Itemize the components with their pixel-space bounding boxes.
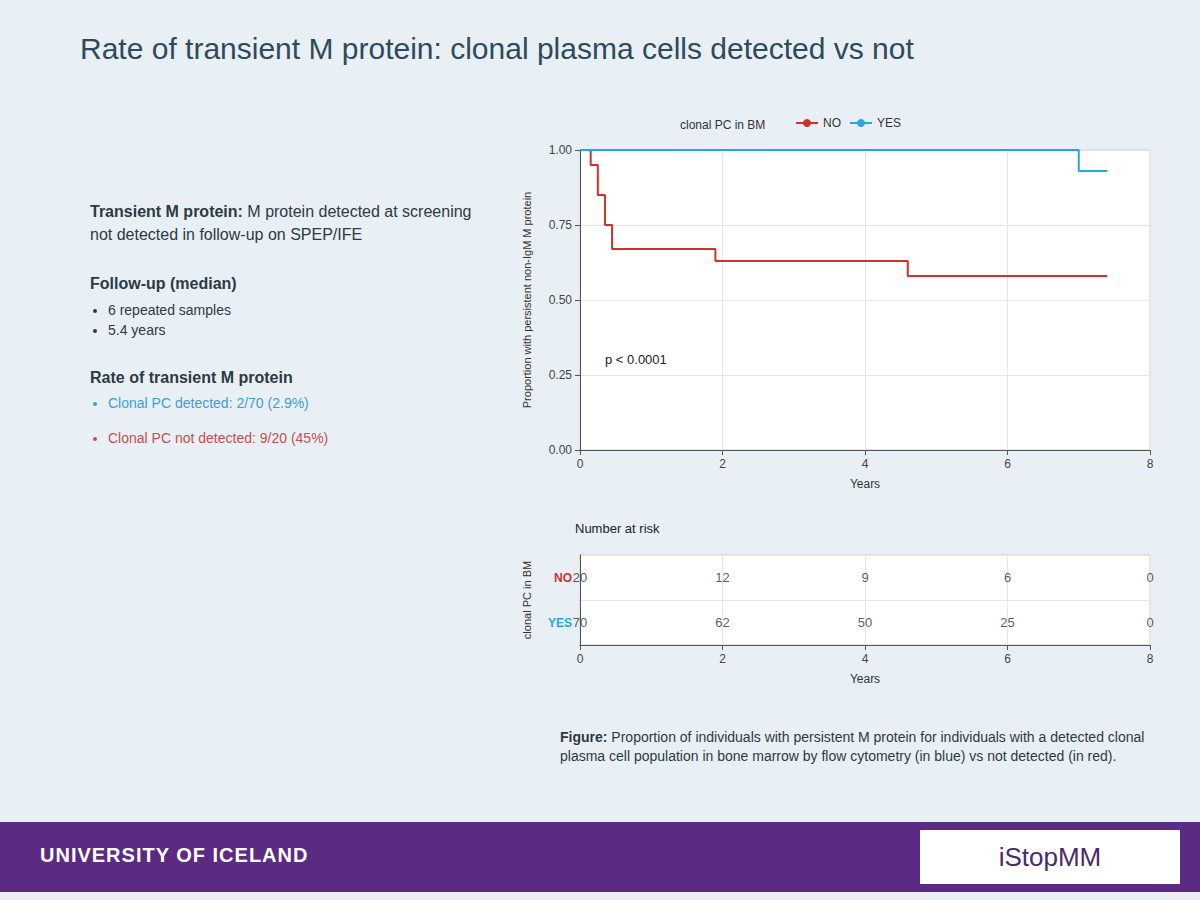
svg-text:2: 2 [719, 457, 726, 471]
svg-text:0.50: 0.50 [549, 293, 573, 307]
svg-text:20: 20 [573, 570, 587, 585]
svg-text:6: 6 [1004, 457, 1011, 471]
html-text:5.4 years: 5.4 years [108, 321, 166, 338]
html-text:Clonal PC detected: 2/70 (2.9%: Clonal PC detected: 2/70 (2.9%) [108, 395, 309, 412]
svg-text:6: 6 [1004, 570, 1011, 585]
svg-text:NO: NO [823, 116, 841, 130]
svg-text:0.25: 0.25 [549, 368, 573, 382]
html-text:Rate of transient M protein: Rate of transient M protein [90, 369, 293, 387]
svg-text:70: 70 [573, 615, 587, 630]
svg-text:1.00: 1.00 [549, 143, 573, 157]
html-text:Figure: Proportion of individu: Figure: Proportion of individuals with p… [560, 729, 1145, 764]
svg-text:clonal PC in BM: clonal PC in BM [680, 118, 765, 132]
svg-text:0: 0 [577, 457, 584, 471]
svg-text:12: 12 [715, 570, 729, 585]
svg-text:25: 25 [1000, 615, 1014, 630]
html-text:6 repeated samples: 6 repeated samples [108, 301, 231, 318]
svg-text:9: 9 [861, 570, 868, 585]
html-text:Clonal PC not detected: 9/20 (: Clonal PC not detected: 9/20 (45%) [108, 429, 329, 446]
svg-text:8: 8 [1147, 457, 1154, 471]
svg-text:8: 8 [1147, 652, 1154, 666]
svg-text:Proportion with persistent non: Proportion with persistent non-IgM M pro… [521, 192, 533, 408]
html-text:UNIVERSITY OF ICELAND: UNIVERSITY OF ICELAND [40, 844, 309, 866]
svg-text:4: 4 [862, 652, 869, 666]
svg-text:62: 62 [715, 615, 729, 630]
svg-text:0: 0 [1146, 615, 1153, 630]
svg-text:NO: NO [554, 571, 572, 585]
svg-text:4: 4 [862, 457, 869, 471]
svg-text:6: 6 [1004, 652, 1011, 666]
html-text:Follow-up (median): Follow-up (median) [90, 275, 237, 293]
svg-text:Years: Years [850, 477, 880, 491]
svg-text:clonal PC in BM: clonal PC in BM [521, 561, 533, 639]
svg-text:2: 2 [719, 652, 726, 666]
html-text:Rate of transient M protein: c: Rate of transient M protein: clonal plas… [80, 32, 914, 65]
svg-text:YES: YES [877, 116, 901, 130]
svg-text:Years: Years [850, 672, 880, 686]
html-text:iStopMM: iStopMM [998, 842, 1102, 872]
svg-text:p < 0.0001: p < 0.0001 [605, 352, 667, 367]
svg-text:YES: YES [548, 616, 572, 630]
svg-text:0: 0 [1146, 570, 1153, 585]
svg-text:Number at risk: Number at risk [575, 521, 660, 536]
svg-text:0: 0 [577, 652, 584, 666]
html-text:Transient M protein: M protein: Transient M protein: M protein detected … [90, 203, 472, 244]
svg-text:0.75: 0.75 [549, 218, 573, 232]
svg-text:50: 50 [858, 615, 872, 630]
svg-text:0.00: 0.00 [549, 443, 573, 457]
